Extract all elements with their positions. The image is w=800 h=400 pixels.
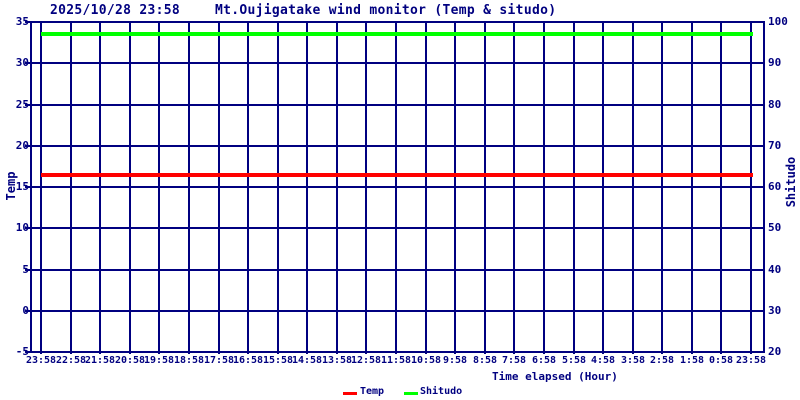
y-tick-label-left: -5: [15, 345, 29, 358]
v-gridline: [543, 22, 545, 354]
v-gridline: [602, 22, 604, 354]
x-tick-label: 9:58: [442, 355, 468, 366]
x-tick-label: 19:58: [143, 355, 175, 366]
v-gridline: [720, 22, 722, 354]
v-gridline: [336, 22, 338, 354]
legend-swatch-shitudo: [404, 392, 418, 395]
temp-line: [41, 173, 753, 178]
legend-label-shitudo: Shitudo: [420, 386, 463, 397]
x-tick-label: 11:58: [380, 355, 412, 366]
x-tick-label: 21:58: [84, 355, 116, 366]
x-tick-label: 23:58: [735, 355, 767, 366]
x-tick-label: 4:58: [590, 355, 616, 366]
y-tick-label-right: 20: [768, 345, 782, 358]
plot-frame: [30, 21, 765, 353]
x-axis-label: Time elapsed (Hour): [492, 370, 618, 383]
v-gridline: [750, 22, 752, 354]
v-gridline: [277, 22, 279, 354]
y-tick-label-right: 60: [768, 180, 782, 193]
x-tick-label: 16:58: [232, 355, 264, 366]
v-gridline: [395, 22, 397, 354]
x-tick-label: 13:58: [321, 355, 353, 366]
shitudo-line: [41, 32, 753, 37]
x-tick-label: 5:58: [561, 355, 587, 366]
x-tick-label: 23:58: [25, 355, 57, 366]
v-gridline: [70, 22, 72, 354]
v-gridline: [691, 22, 693, 354]
x-tick-label: 8:58: [472, 355, 498, 366]
v-gridline: [188, 22, 190, 354]
h-gridline: [25, 62, 765, 64]
h-gridline: [25, 310, 765, 312]
v-gridline: [454, 22, 456, 354]
x-tick-label: 17:58: [203, 355, 235, 366]
x-tick-label: 0:58: [708, 355, 734, 366]
x-tick-label: 3:58: [620, 355, 646, 366]
y-tick-label-right: 70: [768, 139, 782, 152]
v-gridline: [425, 22, 427, 354]
chart-datetime: 2025/10/28 23:58: [50, 3, 181, 18]
v-gridline: [99, 22, 101, 354]
v-gridline: [513, 22, 515, 354]
x-tick-label: 20:58: [114, 355, 146, 366]
y-tick-label-right: 50: [768, 221, 782, 234]
chart-title: Mt.Oujigatake wind monitor (Temp & situd…: [215, 3, 557, 18]
y-tick-label-left: 30: [15, 56, 29, 69]
h-gridline: [25, 104, 765, 106]
v-gridline: [573, 22, 575, 354]
y-tick-label-left: 35: [15, 15, 29, 28]
y-tick-label-left: 20: [15, 139, 29, 152]
y-tick-label-left: 25: [15, 98, 29, 111]
v-gridline: [40, 22, 42, 354]
y-tick-label-right: 100: [768, 15, 788, 28]
x-tick-label: 10:58: [410, 355, 442, 366]
h-gridline: [25, 186, 765, 188]
x-tick-label: 14:58: [291, 355, 323, 366]
x-tick-label: 2:58: [649, 355, 675, 366]
y-tick-label-right: 40: [768, 263, 782, 276]
y-tick-label-right: 90: [768, 56, 782, 69]
legend-swatch-temp: [343, 392, 357, 395]
v-gridline: [365, 22, 367, 354]
x-tick-label: 15:58: [262, 355, 294, 366]
legend-label-temp: Temp: [360, 386, 385, 397]
y-tick-label-left: 5: [22, 263, 29, 276]
x-tick-label: 12:58: [350, 355, 382, 366]
x-tick-label: 22:58: [55, 355, 87, 366]
v-gridline: [218, 22, 220, 354]
v-gridline: [632, 22, 634, 354]
v-gridline: [306, 22, 308, 354]
x-tick-label: 6:58: [531, 355, 557, 366]
x-tick-label: 18:58: [173, 355, 205, 366]
y-tick-label-right: 30: [768, 304, 782, 317]
v-gridline: [247, 22, 249, 354]
y-axis-label-shitudo: Shitudo: [784, 156, 798, 208]
y-tick-label-right: 80: [768, 98, 782, 111]
v-gridline: [661, 22, 663, 354]
x-tick-label: 7:58: [501, 355, 527, 366]
v-gridline: [484, 22, 486, 354]
v-gridline: [129, 22, 131, 354]
y-tick-label-left: 15: [15, 180, 29, 193]
h-gridline: [25, 227, 765, 229]
h-gridline: [25, 269, 765, 271]
y-tick-label-left: 10: [15, 221, 29, 234]
y-axis-label-temp: Temp: [4, 171, 18, 201]
h-gridline: [25, 145, 765, 147]
v-gridline: [158, 22, 160, 354]
y-tick-label-left: 0: [22, 304, 29, 317]
x-tick-label: 1:58: [679, 355, 705, 366]
